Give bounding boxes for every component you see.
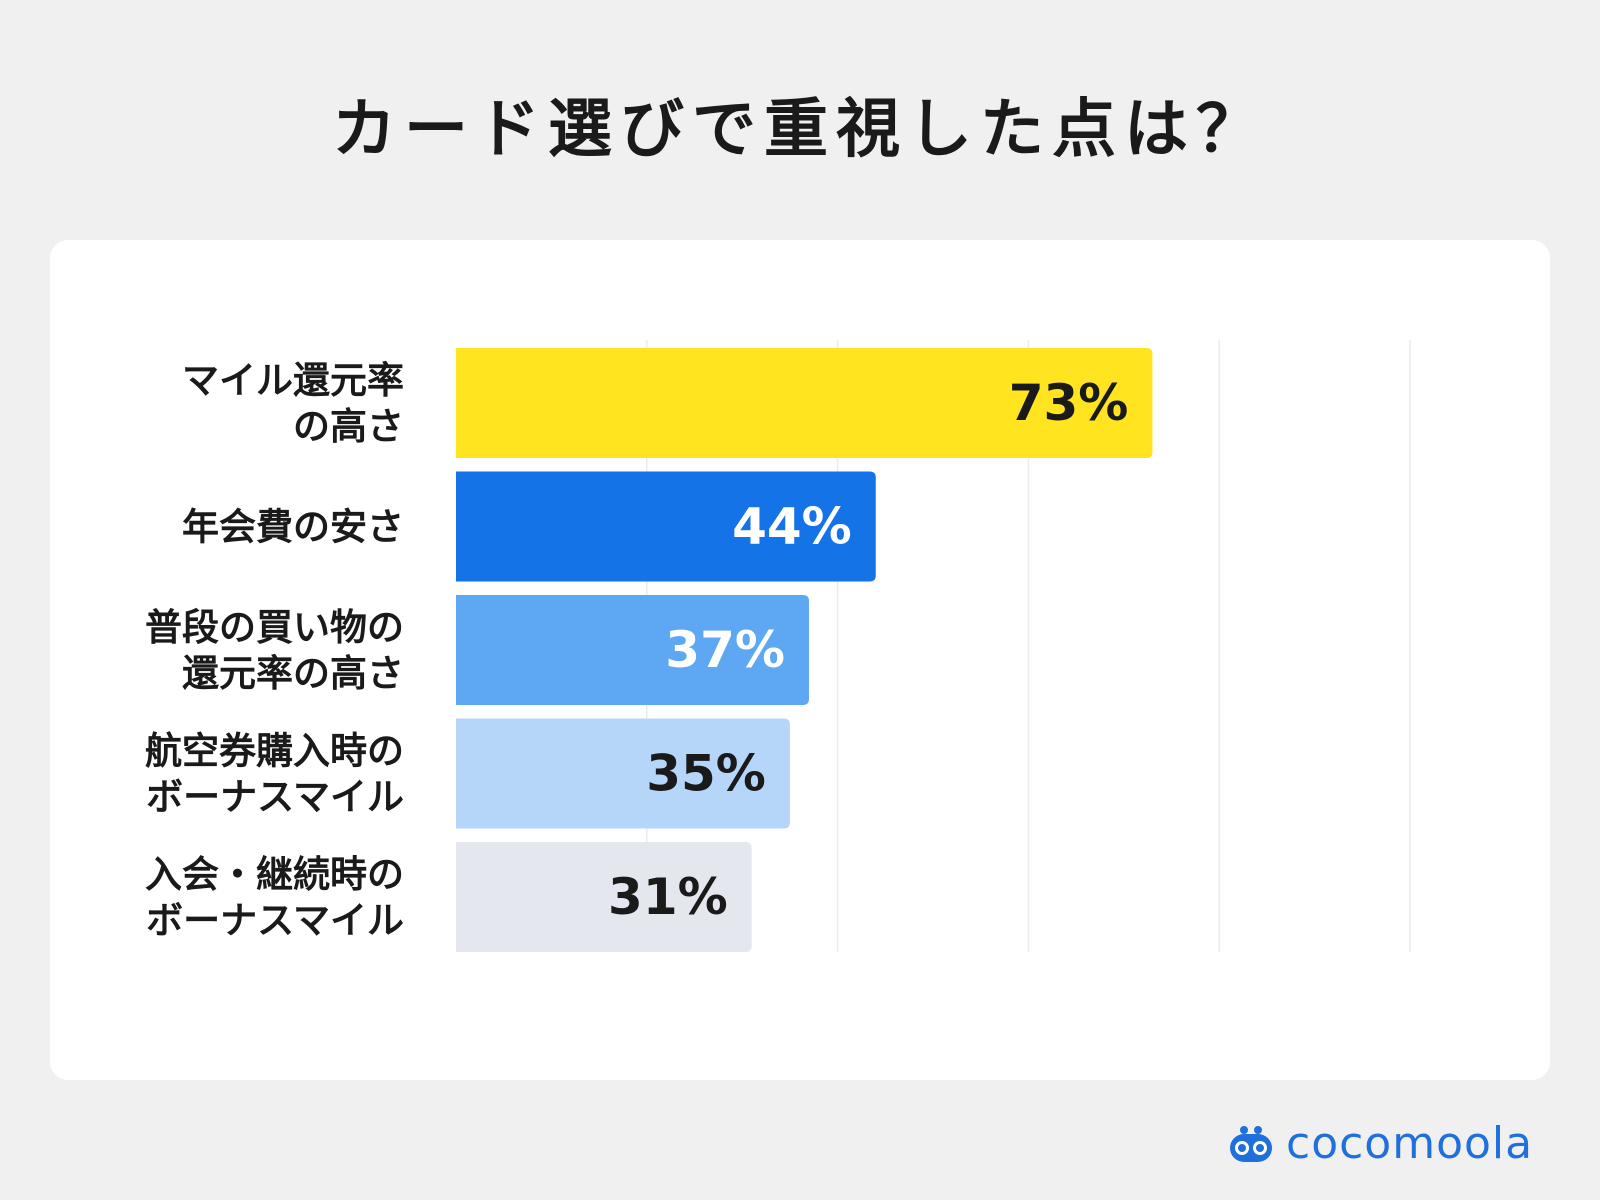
chart-card: 73% 44% 37% 35% 31% マイル還元率 の高さ年会費の安さ普段の買い物の 還元… [50,240,1550,1080]
brand-logo: cocomoola [1226,1118,1533,1169]
value-label: 44% [732,498,852,556]
bar [456,595,809,705]
category-label: の高さ [293,405,404,448]
cocomoola-logo-icon [1230,1125,1272,1162]
category-label: ボーナスマイル [146,776,404,819]
brand-name: cocomoola [1286,1118,1534,1169]
category-label: マイル還元率 [182,359,404,402]
chart-title: カード選びで重視した点は？ [332,93,1268,167]
bar [456,842,752,952]
category-labels: マイル還元率の高さ年会費の安さ普段の買い物の還元率の高さ航空券購入時のボーナスマ… [145,359,404,942]
category-label: 還元率の高さ [182,652,404,695]
value-label: 37% [665,621,785,679]
value-label: 35% [646,745,766,803]
value-label: 73% [1009,374,1129,432]
bar [456,348,1153,458]
category-label: ボーナスマイル [146,899,404,942]
category-label: 普段の買い物の [145,606,404,649]
bar-chart: 73% 44% 37% 35% 31% マイル還元率の高さ年会費の安さ普段の買い物の還元… [145,340,1411,952]
value-label: 31% [608,868,728,926]
bar [456,718,790,829]
category-label: 入会・継続時の [145,853,404,896]
category-label: 年会費の安さ [182,506,404,549]
bar [456,471,876,582]
category-label: 航空券購入時の [145,730,404,773]
bars: 73% 44% 37% 35% 31% [456,348,1153,952]
